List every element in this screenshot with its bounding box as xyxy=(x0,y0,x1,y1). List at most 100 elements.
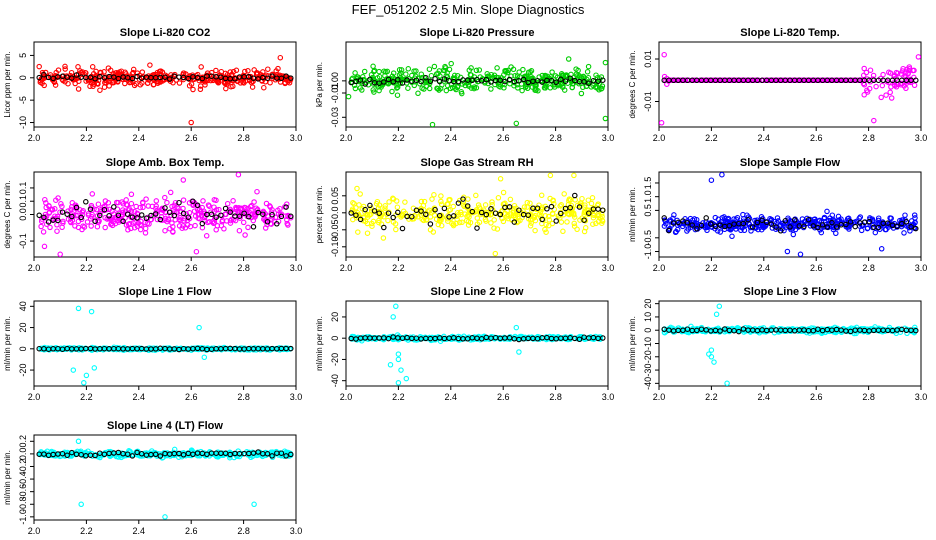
slope-amb-box-temp-point xyxy=(67,218,74,225)
slope-li-820-pressure-point xyxy=(418,71,425,77)
slope-li-820-pressure-reference-point xyxy=(520,76,527,83)
slope-li-820-co2-reference-point xyxy=(166,76,173,82)
slope-line-4-lt-flow-plot-frame xyxy=(33,434,297,521)
slope-li-820-co2-xtick-label: 3.0 xyxy=(290,133,303,143)
slope-li-820-co2-outlier-point xyxy=(36,63,42,70)
slope-sample-flow-point xyxy=(782,220,788,226)
slope-li-820-pressure-point xyxy=(394,84,401,90)
slope-amb-box-temp-point xyxy=(176,223,183,229)
slope-li-820-temp-ytick-label: -0.01 xyxy=(643,91,653,112)
slope-amb-box-temp-reference-point xyxy=(87,206,94,212)
slope-li-820-pressure-point xyxy=(505,67,512,74)
slope-amb-box-temp-point xyxy=(58,201,64,207)
slope-sample-flow-reference-point xyxy=(703,215,709,221)
slope-sample-flow-ytick-label: 1.5 xyxy=(643,177,653,190)
slope-gas-stream-rh-point xyxy=(459,219,465,226)
slope-li-820-pressure-point xyxy=(468,65,474,71)
slope-line-3-flow-point xyxy=(675,325,681,331)
slope-gas-stream-rh-point xyxy=(524,199,531,206)
slope-sample-flow-point xyxy=(864,225,871,231)
slope-li-820-pressure-point xyxy=(528,75,535,82)
slope-li-820-co2-reference-point xyxy=(134,73,140,80)
slope-amb-box-temp-outlier-point xyxy=(180,177,187,183)
slope-sample-flow-reference-point xyxy=(894,223,900,230)
slope-gas-stream-rh-point xyxy=(392,221,399,227)
slope-amb-box-temp-reference-point xyxy=(283,204,289,210)
slope-gas-stream-rh-plot-frame xyxy=(345,171,609,258)
slope-sample-flow-reference-point xyxy=(866,218,872,225)
slope-li-820-temp-point xyxy=(887,70,894,76)
slope-gas-stream-rh-reference-point xyxy=(572,192,578,199)
slope-amb-box-temp-xtick-label: 3.0 xyxy=(290,263,303,273)
slope-li-820-co2-point xyxy=(139,69,146,75)
slope-amb-box-temp-point xyxy=(262,210,268,217)
slope-amb-box-temp-point xyxy=(165,216,171,223)
slope-li-820-pressure-point xyxy=(390,70,397,76)
slope-gas-stream-rh-reference-point xyxy=(534,205,541,211)
slope-li-820-temp-xtick-label: 2.6 xyxy=(810,133,823,143)
slope-line-4-lt-flow-point xyxy=(67,453,74,459)
slope-amb-box-temp-point xyxy=(153,198,160,204)
slope-amb-box-temp-point xyxy=(268,221,275,227)
slope-line-2-flow-point xyxy=(523,335,529,342)
slope-li-820-co2-point xyxy=(52,82,59,88)
slope-line-1-flow-outlier-point xyxy=(91,365,98,371)
slope-li-820-pressure-point xyxy=(561,87,568,93)
slope-li-820-pressure-reference-point xyxy=(367,76,373,83)
slope-li-820-co2-reference-point xyxy=(283,73,289,79)
slope-amb-box-temp-point xyxy=(59,224,65,231)
slope-sample-flow-reference-point xyxy=(740,220,747,227)
slope-amb-box-temp-reference-point xyxy=(64,211,70,217)
slope-sample-flow-point xyxy=(833,230,839,237)
slope-sample-flow-point xyxy=(729,233,735,240)
slope-amb-box-temp-point xyxy=(140,200,146,206)
slope-gas-stream-rh-reference-point xyxy=(367,202,373,209)
slope-amb-box-temp-point xyxy=(146,221,152,227)
slope-li-820-temp-point xyxy=(900,65,906,72)
slope-li-820-pressure-ytick-label: -0.01 xyxy=(330,83,340,104)
slope-sample-flow-reference-point xyxy=(791,217,798,223)
slope-li-820-co2-point xyxy=(82,72,88,78)
slope-line-1-flow-plot-frame xyxy=(33,300,297,387)
slope-li-820-pressure-point xyxy=(501,81,508,88)
slope-amb-box-temp-reference-point xyxy=(41,214,47,221)
slope-sample-flow-reference-point xyxy=(819,222,826,228)
slope-sample-flow-reference-point xyxy=(773,224,779,230)
slope-amb-box-temp-point xyxy=(79,209,85,215)
slope-amb-box-temp-point xyxy=(211,197,218,203)
slope-line-4-lt-flow-reference-point xyxy=(152,451,159,458)
slope-sample-flow-point xyxy=(712,214,719,221)
slope-line-1-flow-xtick-label: 2.0 xyxy=(28,392,41,402)
slope-sample-flow-point xyxy=(901,230,907,236)
slope-line-3-flow-ytick-label: -10 xyxy=(643,337,653,350)
slope-line-4-lt-flow-reference-point xyxy=(138,451,145,457)
slope-gas-stream-rh-point xyxy=(431,192,437,198)
slope-li-820-pressure-ylabel: kPa per min. xyxy=(315,62,324,107)
slope-line-3-flow-xtick-label: 2.2 xyxy=(705,392,718,402)
slope-amb-box-temp-reference-point xyxy=(55,217,61,224)
slope-sample-flow-point xyxy=(684,228,690,234)
slope-line-2-flow-point xyxy=(588,334,595,341)
slope-amb-box-temp-point xyxy=(79,226,85,233)
slope-li-820-pressure-reference-point xyxy=(423,74,429,81)
slope-li-820-temp-point xyxy=(911,67,917,74)
slope-li-820-co2-xtick-label: 2.8 xyxy=(237,133,250,143)
slope-li-820-pressure-point xyxy=(435,86,441,92)
slope-li-820-pressure-point xyxy=(476,67,483,73)
slope-amb-box-temp-point xyxy=(192,222,198,229)
slope-gas-stream-rh-point xyxy=(595,201,601,207)
slope-gas-stream-rh-point xyxy=(382,203,388,209)
slope-line-2-flow-title: Slope Line 2 Flow xyxy=(431,286,524,298)
slope-line-3-flow-ytick-label: -30 xyxy=(643,364,653,377)
slope-li-820-co2-outlier-point xyxy=(277,54,284,61)
slope-li-820-co2-point xyxy=(125,77,131,83)
slope-line-3-flow-outlier-point xyxy=(711,359,717,365)
slope-sample-flow-point xyxy=(875,215,882,221)
slope-amb-box-temp-point xyxy=(85,210,92,217)
slope-amb-box-temp-point xyxy=(221,226,227,232)
slope-gas-stream-rh-point xyxy=(430,229,437,235)
slope-line-2-flow-reference-point xyxy=(600,335,606,341)
slope-line-4-lt-flow-xtick-label: 2.2 xyxy=(80,526,93,536)
